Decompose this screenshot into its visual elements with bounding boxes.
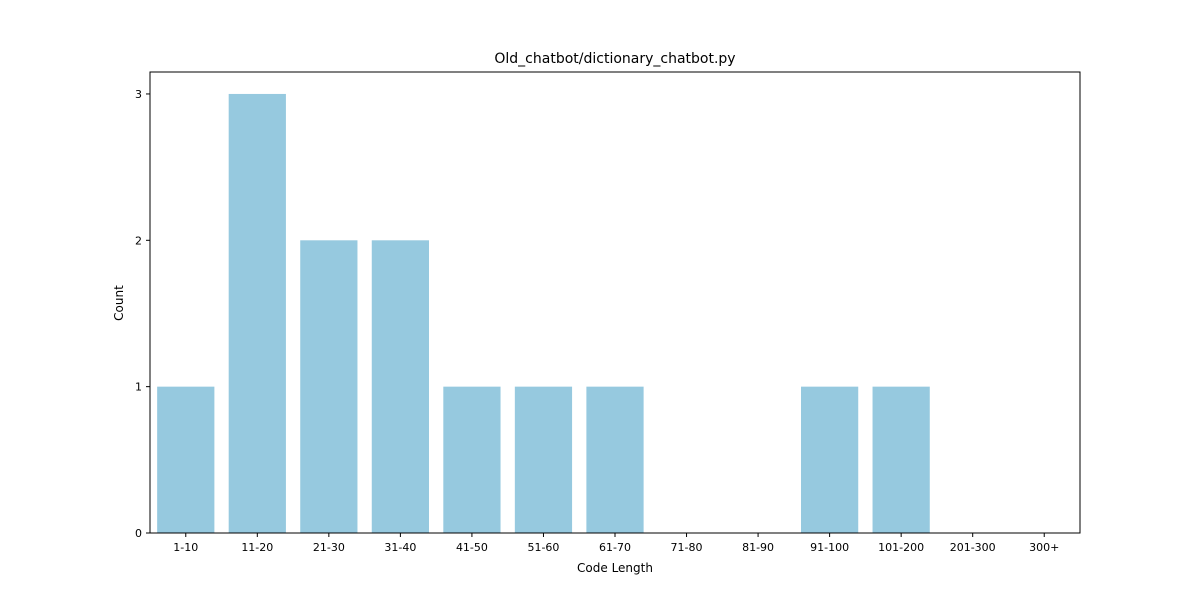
y-tick-label: 3	[135, 88, 142, 101]
y-tick-label: 0	[135, 527, 142, 540]
bar-51-60	[514, 386, 573, 533]
x-tick-label: 101-200	[878, 541, 924, 554]
x-tick-label: 21-30	[313, 541, 345, 554]
bar-41-50	[443, 386, 501, 533]
x-tick-label: 51-60	[527, 541, 559, 554]
chart-title: Old_chatbot/dictionary_chatbot.py	[494, 51, 735, 67]
bars-group	[157, 93, 930, 534]
bar-91-100	[801, 386, 859, 533]
y-axis-label: Count	[112, 285, 126, 321]
x-tick-label: 41-50	[456, 541, 488, 554]
x-tick-label: 300+	[1029, 541, 1059, 554]
x-tick-label: 201-300	[950, 541, 996, 554]
bar-11-20	[228, 93, 286, 533]
x-tick-label: 71-80	[671, 541, 703, 554]
x-axis-ticks: 1-10 11-20 21-30 31-40 41-50 51-60 61-70 71-80 8…	[173, 533, 1059, 554]
x-tick-label: 61-70	[599, 541, 631, 554]
x-tick-label: 91-100	[810, 541, 849, 554]
x-tick-label: 11-20	[241, 541, 273, 554]
x-tick-label: 31-40	[384, 541, 416, 554]
bar-101-200	[872, 386, 930, 533]
bar-1-10	[157, 386, 215, 533]
bar-21-30	[300, 240, 358, 534]
x-tick-label: 81-90	[742, 541, 774, 554]
bar-61-70	[586, 386, 644, 533]
y-tick-label: 1	[135, 381, 142, 394]
x-axis-label: Code Length	[577, 561, 653, 575]
y-tick-label: 2	[135, 234, 142, 247]
x-tick-label: 1-10	[173, 541, 198, 554]
bar-31-40	[371, 240, 429, 534]
y-axis-ticks: 0 1 2 3	[135, 88, 150, 540]
